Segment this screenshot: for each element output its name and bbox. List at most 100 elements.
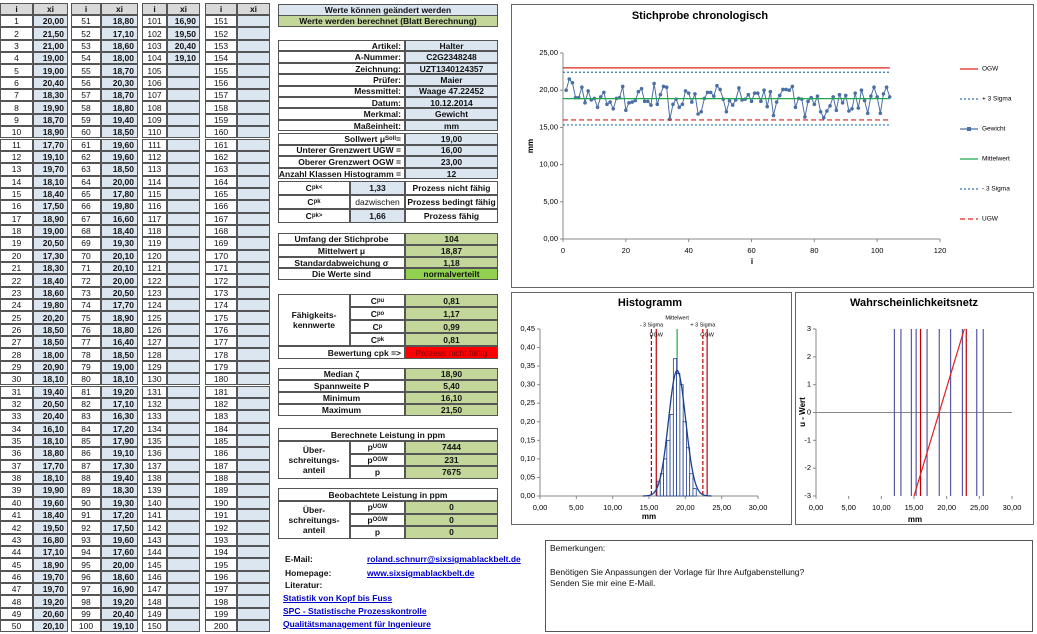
data-point xyxy=(777,93,782,98)
y-tick-label: 0,05 xyxy=(520,472,535,481)
capability-value: 1,17 xyxy=(405,307,498,320)
sample-value: 16,80 xyxy=(33,533,68,547)
row-index: 40 xyxy=(0,496,33,509)
homepage-link[interactable]: www.sixsigmablackbelt.de xyxy=(367,568,475,578)
sample-value: 20,00 xyxy=(33,15,68,28)
row-index: 42 xyxy=(0,521,33,534)
row-index: 14 xyxy=(0,175,33,188)
data-point xyxy=(818,109,823,114)
row-index: 190 xyxy=(205,496,237,509)
data-point xyxy=(790,84,795,89)
row-index: 156 xyxy=(205,76,237,90)
sample-value: 19,60 xyxy=(101,138,138,151)
data-point xyxy=(580,85,584,90)
row-index: 63 xyxy=(71,163,101,176)
literature-link[interactable]: Statistik von Kopf bis Fuss xyxy=(283,593,393,603)
sample-value xyxy=(237,89,270,102)
row-index: 57 xyxy=(71,89,101,102)
y-tick-label: -2 xyxy=(804,463,811,472)
row-index: 23 xyxy=(0,286,33,300)
sample-value: 16,40 xyxy=(101,336,138,349)
y-tick-label: 0,00 xyxy=(543,234,558,243)
sample-value: 18,70 xyxy=(101,89,138,102)
sample-value: 21,00 xyxy=(33,39,68,53)
spec-label: Sollwert μ Soll = xyxy=(278,133,405,145)
row-index: 176 xyxy=(205,323,237,337)
x-tick-label: 120 xyxy=(934,246,947,255)
sample-value: 18,60 xyxy=(101,39,138,53)
row-index: 141 xyxy=(142,509,167,522)
x-axis-label: mm xyxy=(642,512,656,521)
row-index: 160 xyxy=(205,126,237,139)
y-tick-label: 1 xyxy=(807,380,811,389)
row-index: 131 xyxy=(142,385,167,398)
info-value: C2G2348248 xyxy=(405,51,498,63)
reference-label: UGW xyxy=(650,332,664,338)
row-index: 72 xyxy=(71,274,101,287)
row-index: 58 xyxy=(71,101,101,114)
data-point xyxy=(655,102,660,107)
row-index: 134 xyxy=(142,422,167,435)
row-index: 185 xyxy=(205,434,237,448)
row-index: 200 xyxy=(205,620,237,633)
row-index: 133 xyxy=(142,410,167,423)
sample-value: 20,50 xyxy=(101,286,138,300)
sample-value xyxy=(167,620,200,633)
x-tick-label: 20,00 xyxy=(676,503,695,512)
row-index: 110 xyxy=(142,126,167,139)
sample-value xyxy=(237,422,270,435)
sample-value: 19,10 xyxy=(101,447,138,460)
email-link[interactable]: roland.schnurr@sixsigmablackbelt.de xyxy=(367,554,521,564)
data-point xyxy=(611,107,616,111)
sample-value: 19,10 xyxy=(101,620,138,633)
sample-value xyxy=(237,521,270,534)
capability-group: Fähigkeits-kennwerte xyxy=(278,294,350,346)
cpk-limit-label-label: C xyxy=(307,197,314,207)
sample-value: 17,20 xyxy=(101,509,138,522)
sample-value xyxy=(237,212,270,225)
sample-value: 18,40 xyxy=(33,187,68,201)
row-index: 184 xyxy=(205,422,237,435)
x-tick-label: 10,00 xyxy=(872,503,891,512)
ppm-label-label: p xyxy=(374,467,381,478)
sample-value: 17,60 xyxy=(101,546,138,559)
literature-link[interactable]: Qualitätsmanagement für Ingenieure xyxy=(283,619,431,629)
sample-value xyxy=(167,212,200,225)
literature-link[interactable]: SPC - Statistische Prozesskontrolle xyxy=(283,606,427,616)
row-index: 47 xyxy=(0,583,33,596)
row-index: 34 xyxy=(0,422,33,435)
row-index: 29 xyxy=(0,360,33,374)
spec-label-label: Anzahl Klassen Histogramm = xyxy=(278,168,401,179)
ppm-group: Über- schreitungs-anteil xyxy=(278,441,350,479)
x-tick-label: 0 xyxy=(561,246,565,255)
row-index: 66 xyxy=(71,200,101,213)
sample-value xyxy=(237,311,270,324)
sample-value xyxy=(167,323,200,337)
data-point xyxy=(884,85,889,90)
sample-value xyxy=(237,286,270,300)
row-index: 162 xyxy=(205,150,237,164)
column-header: i xyxy=(71,3,101,15)
row-index: 76 xyxy=(71,323,101,337)
row-index: 45 xyxy=(0,558,33,571)
row-index: 49 xyxy=(0,607,33,621)
row-index: 1 xyxy=(0,15,33,28)
cpk-limit-value: 1,66 xyxy=(350,209,405,223)
row-index: 8 xyxy=(0,101,33,114)
row-index: 3 xyxy=(0,39,33,53)
data-point xyxy=(749,99,754,104)
row-index: 150 xyxy=(142,620,167,633)
sample-value: 18,70 xyxy=(33,113,68,127)
row-index: 114 xyxy=(142,175,167,188)
sample-value xyxy=(167,200,200,213)
data-point xyxy=(865,111,870,116)
sample-value xyxy=(167,336,200,349)
y-tick-label: 5,00 xyxy=(543,197,558,206)
sample-value: 20,50 xyxy=(33,397,68,411)
sample-value: 20,00 xyxy=(101,175,138,188)
x-tick-label: 25,00 xyxy=(970,503,989,512)
row-index: 85 xyxy=(71,434,101,448)
spec-value: 16,00 xyxy=(405,144,498,157)
capability-label-sub: pk xyxy=(377,336,385,343)
